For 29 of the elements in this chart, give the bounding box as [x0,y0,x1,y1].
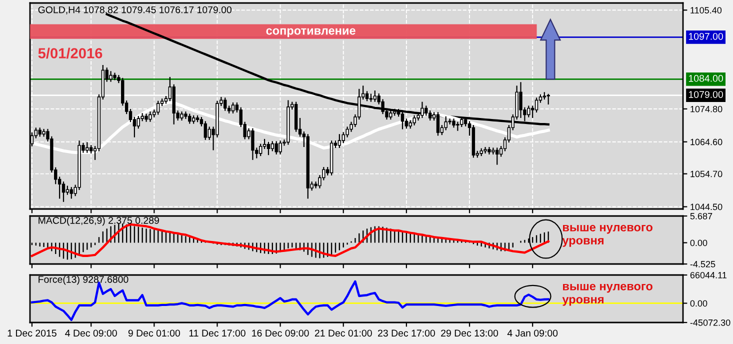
x-tick-label: 16 Dec 09:00 [252,330,309,337]
ref-line-label: 1079.00 [688,91,723,98]
y-tick-label: 1105.40 [690,7,722,14]
x-tick-label: 4 Dec 09:00 [65,330,117,337]
y-tick-label: 1064.60 [690,138,722,146]
y-tick-label: 0.00 [690,240,708,246]
x-tick-label: 11 Dec 17:00 [189,330,246,337]
chart-title: Force(13) 9287.6800 [38,276,128,285]
text: выше нулевого уровня [562,224,652,247]
x-tick-label: 4 Jan 09:00 [507,330,558,337]
x-tick-label: 21 Dec 01:00 [314,330,372,337]
y-tick-label: -45072.30 [690,319,730,326]
chart-title: MACD(12,26,9) 2.375 0.289 [38,216,159,226]
y-tick-label: 1074.80 [690,106,722,112]
x-tick-label: 23 Dec 17:00 [378,330,435,337]
y-tick-label: 66044.11 [690,272,726,278]
ref-line-label: 1084.00 [688,74,723,82]
x-tick-label: 29 Dec 13:00 [441,330,498,337]
chart-title: GOLD,H4 1078.82 1079.45 1076.17 1079.00 [38,6,232,14]
y-tick-label: 5.687 [690,212,712,220]
y-tick-label: 0.00 [690,300,708,307]
ref-line-label: 1097.00 [688,32,723,40]
y-tick-label: -4.525 [690,260,716,268]
annotation: 5/01/2016 [38,48,102,59]
y-tick-label: 1044.50 [690,204,722,210]
band-label: сопротивление [266,28,356,38]
x-tick-label: 1 Dec 2015 [8,330,56,337]
x-tick-label: 9 Dec 01:00 [128,330,180,337]
y-tick-label: 1054.70 [690,170,722,178]
